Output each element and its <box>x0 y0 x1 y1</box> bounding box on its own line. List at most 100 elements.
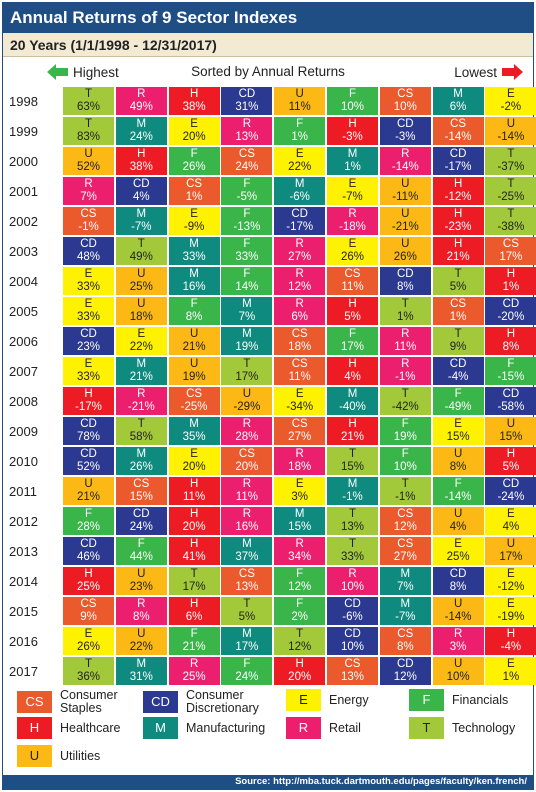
sector-code: E <box>507 568 515 580</box>
sector-cell: CD 78% <box>63 417 114 445</box>
return-value: 4% <box>344 371 361 383</box>
legend-item: CS Consumer Staples <box>17 689 118 715</box>
return-value: -17% <box>75 401 102 413</box>
return-value: 12% <box>393 671 417 683</box>
returns-grid: 1998 T 63% R 49% H 38% CD 31% U 11% F 10% CS 10% M 6% E -2… <box>3 87 536 687</box>
return-value: 10% <box>446 671 470 683</box>
return-value: 26% <box>340 251 365 263</box>
return-value: 11% <box>288 371 311 383</box>
sector-cell: T 12% <box>274 627 326 655</box>
return-value: 15% <box>129 491 153 503</box>
sector-code: U <box>453 598 463 610</box>
sector-cell: M 19% <box>221 327 273 355</box>
return-value: 31% <box>129 671 153 683</box>
return-value: 13% <box>340 521 365 533</box>
sector-code: CS <box>186 388 203 400</box>
return-value: -9% <box>183 221 205 233</box>
return-value: 11% <box>235 491 258 503</box>
sector-cell: CS -25% <box>168 387 220 415</box>
highest-label: Highest <box>73 64 119 80</box>
sector-code: T <box>401 478 409 490</box>
legend-label-line1: Manufacturing <box>186 720 266 735</box>
return-value: -11% <box>392 191 419 203</box>
sector-code: CD <box>291 208 308 220</box>
sector-code: U <box>401 238 410 250</box>
sector-cell: CS 17% <box>485 237 536 265</box>
sector-code: F <box>401 448 409 460</box>
sector-cell: E -9% <box>168 207 220 235</box>
return-value: 12% <box>393 521 417 533</box>
sector-cell: M 7% <box>221 297 273 325</box>
return-value: -29% <box>233 401 261 413</box>
legend-swatch: F <box>409 689 444 711</box>
return-value: 3% <box>291 491 308 503</box>
sector-code: M <box>294 178 305 190</box>
legend-label: Healthcare <box>60 720 121 735</box>
year-label: 2001 <box>9 184 38 199</box>
sector-cell: E 1% <box>485 657 536 685</box>
return-value: -49% <box>444 401 472 413</box>
sector-cell: U 11% <box>274 87 326 115</box>
return-value: 83% <box>76 131 101 143</box>
return-value: -7% <box>131 221 152 233</box>
sector-code: CD <box>396 118 414 130</box>
sector-cell: CD -3% <box>379 117 431 145</box>
return-value: 11% <box>341 281 364 293</box>
sector-code: CD <box>502 388 520 400</box>
sector-cell: CS 20% <box>221 447 273 475</box>
sector-code: E <box>295 388 304 400</box>
sector-cell: H 6% <box>168 597 220 625</box>
sector-cell: F 17% <box>327 327 378 355</box>
legend-label-line1: Healthcare <box>60 720 121 735</box>
return-value: 7% <box>396 581 414 593</box>
sector-cell: CS 18% <box>274 327 326 355</box>
sector-code: R <box>348 208 357 220</box>
sector-code: R <box>84 178 93 190</box>
legend-item: T Technology <box>409 717 515 739</box>
return-value: 8% <box>502 341 520 353</box>
return-value: 8% <box>449 581 467 593</box>
year-label: 2013 <box>9 544 38 559</box>
sector-code: R <box>401 328 410 340</box>
return-value: 20% <box>182 131 206 143</box>
year-label: 1999 <box>9 124 38 139</box>
sector-cell: H 38% <box>168 87 220 115</box>
return-value: 18% <box>288 461 312 473</box>
sector-code: CS <box>186 178 203 190</box>
sector-cell: H 1% <box>485 267 536 295</box>
sector-cell: CD -58% <box>485 387 536 415</box>
sector-cell: CD -24% <box>485 477 536 505</box>
sector-code: U <box>401 178 410 190</box>
sector-cell: H -23% <box>432 207 484 235</box>
return-value: 6% <box>449 101 467 113</box>
return-value: 1% <box>396 311 414 323</box>
return-value: 52% <box>76 461 101 473</box>
sector-code: T <box>348 508 357 520</box>
sector-cell: CS 11% <box>327 267 378 295</box>
legend-swatch: CS <box>17 691 52 713</box>
return-value: -17% <box>286 221 314 233</box>
return-value: -34% <box>286 401 314 413</box>
sector-cell: F -14% <box>432 477 484 505</box>
sector-cell: F 2% <box>274 597 326 625</box>
sector-cell: F 44% <box>115 537 167 565</box>
sector-code: H <box>453 178 463 190</box>
return-value: 49% <box>129 251 153 263</box>
sector-code: R <box>137 388 146 400</box>
sector-cell: CS -1% <box>63 207 114 235</box>
sector-cell: CD -4% <box>432 357 484 385</box>
return-value: 20% <box>235 461 259 473</box>
return-value: 16% <box>235 521 259 533</box>
sorted-label: Sorted by Annual Returns <box>191 64 345 79</box>
return-value: 1% <box>502 281 520 293</box>
sector-code: T <box>507 208 515 220</box>
sector-code: E <box>454 538 462 550</box>
sector-cell: H 5% <box>327 297 378 325</box>
return-value: 4% <box>132 191 150 203</box>
sort-header: Sorted by Annual Returns Highest Lowest <box>3 61 533 85</box>
sector-code: U <box>137 298 146 310</box>
return-value: -20% <box>497 311 525 323</box>
sector-code: CD <box>132 508 150 520</box>
sector-cell: M 21% <box>115 357 167 385</box>
sector-cell: R -1% <box>379 357 431 385</box>
